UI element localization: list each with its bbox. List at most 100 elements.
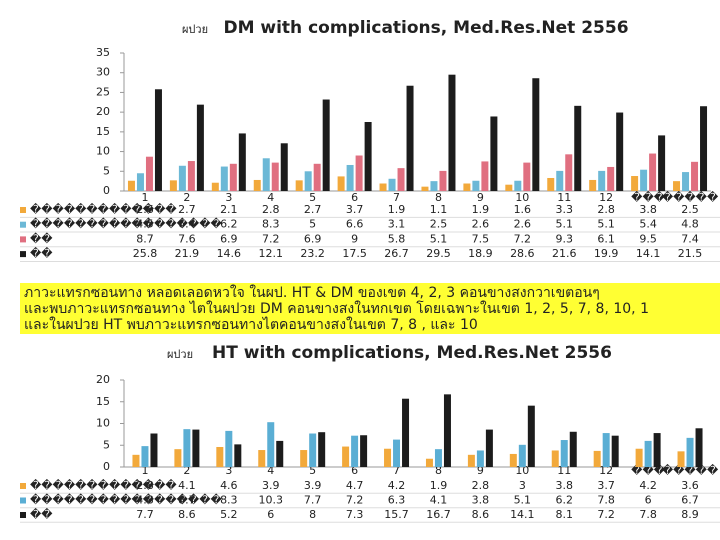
- table-value: 1.6: [514, 203, 532, 216]
- bar: [280, 143, 288, 191]
- bar: [653, 433, 661, 467]
- table-value: 2.7: [304, 203, 322, 216]
- bar: [271, 162, 279, 191]
- x-tick-label: 7: [393, 464, 400, 477]
- table-value: 8.7: [178, 494, 196, 507]
- bar: [514, 180, 522, 191]
- bar: [448, 74, 456, 191]
- x-tick-label: 7: [393, 191, 400, 204]
- bar: [443, 394, 451, 467]
- annotation-line: และพบภาวะแทรกซอนทาง ไตในผปวย DM คอนขางสง…: [24, 300, 649, 317]
- bar: [602, 433, 610, 467]
- y-tick-label: 10: [96, 145, 110, 158]
- x-tick-label: 1: [141, 191, 148, 204]
- table-value: 5.2: [220, 508, 238, 521]
- table-value: 6.9: [220, 232, 238, 245]
- table-value: 7.2: [597, 508, 615, 521]
- bar: [178, 165, 186, 191]
- table-value: 18.9: [468, 247, 493, 260]
- table-value: 16.7: [426, 508, 451, 521]
- table-value: 5: [309, 218, 316, 231]
- bar: [337, 176, 345, 191]
- table-value: 17.5: [342, 247, 367, 260]
- table-value: 1.9: [430, 479, 448, 492]
- table-value: 7.7: [304, 494, 322, 507]
- y-tick-label: 30: [96, 66, 110, 79]
- x-tick-label: 4: [267, 191, 274, 204]
- table-value: 3.7: [346, 203, 364, 216]
- table-value: 4.2: [639, 479, 657, 492]
- x-tick-label: �����: [662, 464, 719, 477]
- table-value: 2.8: [136, 479, 154, 492]
- bar: [253, 179, 261, 191]
- x-tick-label: 8: [435, 191, 442, 204]
- x-tick-label: 11: [557, 464, 571, 477]
- x-tick-label: 12: [599, 191, 613, 204]
- legend-swatch: [20, 207, 26, 213]
- bar: [238, 133, 246, 191]
- table-value: 8: [309, 508, 316, 521]
- y-tick-label: 15: [96, 395, 110, 408]
- x-tick-label: 12: [599, 464, 613, 477]
- bar: [476, 450, 484, 467]
- table-value: 9.3: [556, 232, 574, 245]
- table-value: 4.6: [220, 479, 238, 492]
- bar: [673, 181, 681, 191]
- table-value: 5.4: [639, 218, 657, 231]
- bar: [169, 180, 177, 191]
- bar: [574, 105, 582, 191]
- bar: [360, 435, 368, 467]
- bar: [300, 450, 308, 467]
- chart-title: DM with complications, Med.Res.Net 2556: [223, 18, 628, 38]
- y-tick-label: 0: [103, 184, 110, 197]
- bar: [463, 183, 471, 191]
- table-value: 8.3: [220, 494, 238, 507]
- bar: [616, 112, 624, 191]
- table-value: 2.6: [514, 218, 532, 231]
- bar: [421, 186, 429, 191]
- table-value: 5.1: [430, 232, 448, 245]
- table-value: 2.8: [472, 479, 490, 492]
- x-tick-label: 6: [351, 464, 358, 477]
- table-value: 6.4: [178, 218, 196, 231]
- table-value: 4.1: [430, 494, 448, 507]
- table-value: 7.3: [346, 508, 364, 521]
- x-tick-label: 6: [351, 191, 358, 204]
- x-tick-label: 4: [267, 464, 274, 477]
- legend-label: �������������: [30, 479, 177, 492]
- table-value: 21.9: [175, 247, 200, 260]
- bar: [145, 156, 153, 191]
- table-value: 7.2: [346, 494, 364, 507]
- bar: [379, 183, 387, 191]
- x-tick-label: 2: [183, 191, 190, 204]
- bar: [267, 422, 275, 467]
- bar: [174, 449, 182, 467]
- bar: [430, 181, 438, 191]
- y-tick-label: 5: [103, 164, 110, 177]
- chart-prefix: ผปวย: [182, 23, 208, 36]
- annotation-line: และในผปวย HT พบภาวะแทรกซอนทางไตคอนขางสงใ…: [24, 316, 478, 333]
- bar: [141, 446, 149, 467]
- bar: [258, 450, 266, 467]
- bar: [276, 440, 284, 467]
- bar: [309, 433, 317, 467]
- table-value: 5.1: [514, 494, 532, 507]
- table-value: 8.6: [472, 508, 490, 521]
- y-tick-label: 25: [96, 85, 110, 98]
- x-tick-label: 10: [515, 191, 529, 204]
- bar: [691, 161, 699, 191]
- table-value: 5.1: [556, 218, 574, 231]
- bar: [677, 451, 685, 467]
- table-value: 8.7: [136, 232, 154, 245]
- bar: [393, 439, 401, 467]
- bar: [472, 180, 480, 191]
- table-value: 7.8: [597, 494, 615, 507]
- bar: [234, 444, 242, 467]
- table-value: 6: [267, 508, 274, 521]
- table-value: 3: [519, 479, 526, 492]
- table-value: 15.7: [384, 508, 409, 521]
- table-value: 2.7: [178, 203, 196, 216]
- table-value: 3.3: [556, 203, 574, 216]
- x-tick-label: ���: [631, 191, 666, 204]
- bar: [295, 180, 303, 191]
